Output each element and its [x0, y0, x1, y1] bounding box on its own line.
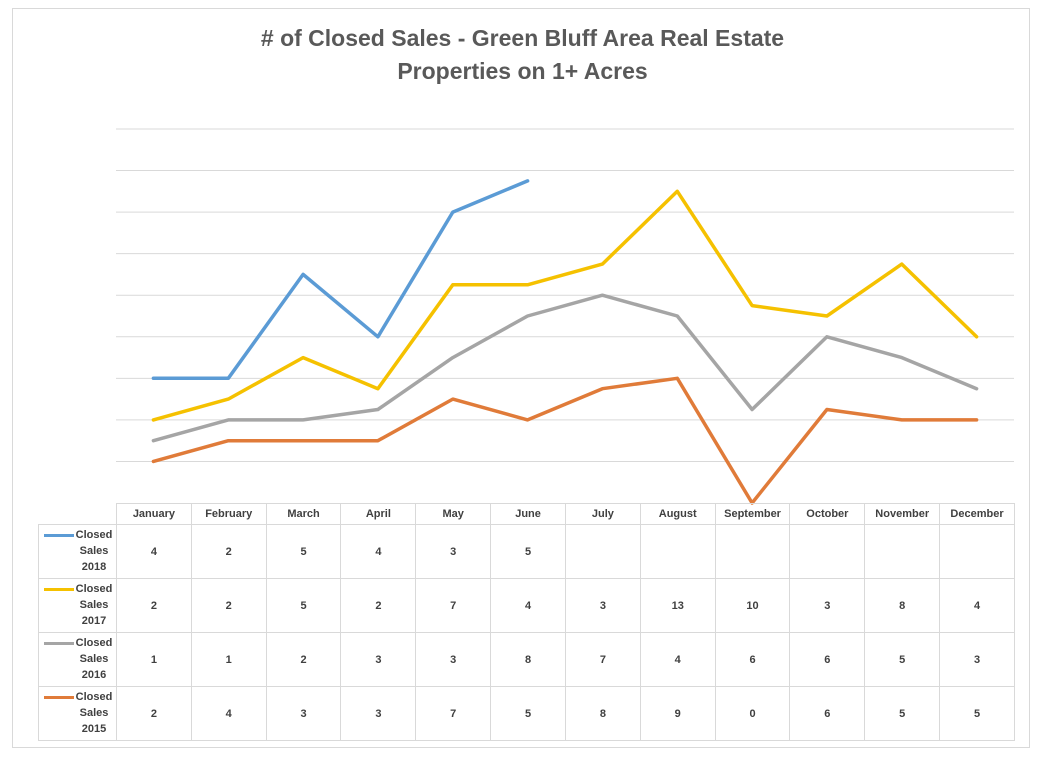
table-row: Closed Sales 2017 2 2 5 2 7 4 3 13 10 3 8 4 — [38, 578, 1015, 633]
data-label: 3 — [415, 632, 492, 687]
chart-frame — [12, 8, 1030, 748]
data-label: 3 — [789, 578, 866, 633]
chart-subtitle: Properties on 1+ Acres — [397, 58, 648, 84]
data-label: 3 — [265, 686, 342, 741]
legend-swatch — [44, 696, 74, 699]
month-header: October — [789, 503, 866, 525]
data-label: 5 — [864, 686, 941, 741]
data-label: 6 — [789, 686, 866, 741]
data-label: 2 — [265, 632, 342, 687]
data-label — [864, 524, 941, 579]
data-label: 3 — [415, 524, 492, 579]
month-header: May — [415, 503, 492, 525]
data-label — [789, 524, 866, 579]
series-line-closed-sales-2018 — [151, 179, 530, 381]
data-label: 5 — [490, 686, 566, 741]
data-label: 10 — [714, 578, 791, 633]
data-label: 2 — [190, 524, 267, 579]
data-label: 3 — [340, 632, 417, 687]
chart-title-block: # of Closed Sales - Green Bluff Area Rea… — [0, 22, 1045, 88]
data-label: 2 — [116, 578, 192, 633]
data-label: 4 — [116, 524, 192, 579]
data-label: 5 — [864, 632, 941, 687]
gridlines — [116, 128, 1014, 462]
data-label: 6 — [789, 632, 866, 687]
data-label: 4 — [340, 524, 417, 579]
data-label: 4 — [939, 578, 1015, 633]
data-label: 7 — [415, 578, 492, 633]
legend-label: Closed Sales 2015 — [75, 691, 113, 735]
data-label: 2 — [340, 578, 417, 633]
data-label: 7 — [564, 632, 641, 687]
month-header: January — [116, 503, 192, 525]
legend-swatch — [44, 642, 74, 645]
data-label: 0 — [714, 686, 791, 741]
data-label: 5 — [265, 524, 342, 579]
data-label: 9 — [639, 686, 716, 741]
month-header: February — [190, 503, 267, 525]
legend-label: Closed Sales 2017 — [75, 583, 113, 627]
data-label: 3 — [564, 578, 641, 633]
month-header: April — [340, 503, 417, 525]
month-header: December — [939, 503, 1015, 525]
month-header: August — [639, 503, 716, 525]
data-label: 8 — [564, 686, 641, 741]
month-header: September — [714, 503, 791, 525]
data-label: 3 — [939, 632, 1015, 687]
legend-swatch — [44, 588, 74, 591]
legend-label: Closed Sales 2018 — [75, 529, 113, 573]
data-label: 4 — [639, 632, 716, 687]
data-label: 1 — [116, 632, 192, 687]
data-label: 2 — [190, 578, 267, 633]
table-row: Closed Sales 2018 4 2 5 4 3 5 — [38, 524, 1015, 579]
data-label — [564, 524, 641, 579]
series-line-closed-sales-2017 — [151, 189, 979, 422]
data-label: 2 — [116, 686, 192, 741]
month-header: November — [864, 503, 941, 525]
data-label: 13 — [639, 578, 716, 633]
legend-label: Closed Sales 2016 — [75, 637, 113, 681]
legend-entry: Closed Sales 2017 — [38, 578, 117, 633]
month-header: June — [490, 503, 566, 525]
table-corner — [38, 503, 117, 525]
table-row: Closed Sales 2016 1 1 2 3 3 8 7 4 6 6 5 3 — [38, 632, 1015, 687]
month-header: July — [564, 503, 641, 525]
data-label: 4 — [190, 686, 267, 741]
data-label: 8 — [864, 578, 941, 633]
data-label: 4 — [490, 578, 566, 633]
data-label: 5 — [265, 578, 342, 633]
table-row: Closed Sales 2015 2 4 3 3 7 5 8 9 0 6 5 5 — [38, 686, 1015, 741]
data-label: 6 — [714, 632, 791, 687]
series-lines — [151, 179, 979, 505]
data-label: 5 — [490, 524, 566, 579]
legend-entry: Closed Sales 2018 — [38, 524, 117, 579]
data-label: 5 — [939, 686, 1015, 741]
data-label — [639, 524, 716, 579]
data-label — [714, 524, 791, 579]
data-label: 1 — [190, 632, 267, 687]
legend-swatch — [44, 534, 74, 537]
data-label — [939, 524, 1015, 579]
chart-title: # of Closed Sales - Green Bluff Area Rea… — [260, 25, 785, 51]
legend-entry: Closed Sales 2015 — [38, 686, 117, 741]
legend-entry: Closed Sales 2016 — [38, 632, 117, 687]
series-line-closed-sales-2016 — [151, 293, 979, 443]
data-label: 8 — [490, 632, 566, 687]
data-table: January February March April May June July Augu… — [38, 503, 1015, 741]
data-label: 7 — [415, 686, 492, 741]
data-label: 3 — [340, 686, 417, 741]
month-header: March — [265, 503, 342, 525]
series-line-closed-sales-2015 — [151, 376, 979, 505]
